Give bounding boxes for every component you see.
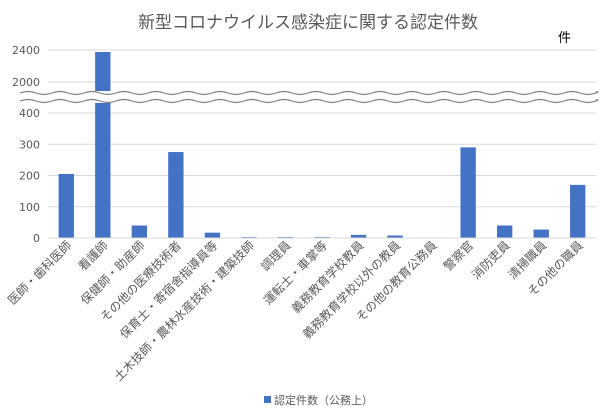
- legend-swatch: [264, 396, 271, 403]
- chart-title: 新型コロナウイルス感染症に関する認定件数: [138, 13, 478, 33]
- unit-label: 件: [558, 31, 571, 46]
- bar: [350, 234, 367, 238]
- x-tick-label: 医師・歯科医師: [5, 238, 74, 307]
- y-tick-label: 2400: [12, 44, 40, 57]
- bar: [460, 147, 476, 238]
- legend-label: 認定件数（公務上）: [274, 393, 373, 407]
- axis-break: [19, 90, 599, 104]
- x-tick-label: 消防吏員: [468, 238, 513, 283]
- x-tick-label: 調理員: [258, 238, 293, 273]
- y-axis-ticks: 0 100 200 300 400 2000 2400: [12, 44, 40, 245]
- x-tick-label: 運転士・車掌等: [261, 238, 330, 307]
- gridlines: [48, 49, 596, 208]
- y-tick-label: 0: [33, 232, 40, 245]
- bar: [58, 173, 74, 238]
- x-tick-label: 警察官: [440, 238, 476, 274]
- bar: [168, 152, 184, 238]
- bars: [58, 52, 586, 238]
- axis-break-line: [19, 90, 599, 96]
- y-tick-label: 100: [19, 201, 40, 214]
- x-tick-label: 保健師・助産師: [77, 238, 147, 308]
- bar: [204, 232, 221, 238]
- y-tick-label: 200: [19, 170, 40, 183]
- x-axis-labels: 医師・歯科医師 看護師保健師・助産師その他の医療技術者保育士・寄宿舎指導員等土木技…: [5, 238, 586, 384]
- bar: [387, 235, 403, 238]
- y-tick-label: 2000: [12, 76, 40, 89]
- y-tick-label: 300: [19, 138, 40, 151]
- bar: [131, 225, 148, 238]
- bar: [95, 52, 111, 238]
- axis-break-line: [19, 98, 599, 104]
- y-tick-label: 400: [19, 107, 40, 120]
- bar: [570, 184, 586, 238]
- legend: 認定件数（公務上）: [264, 393, 373, 407]
- bar: [496, 225, 513, 238]
- x-tick-label: 看護師: [75, 238, 111, 274]
- bar: [533, 229, 549, 238]
